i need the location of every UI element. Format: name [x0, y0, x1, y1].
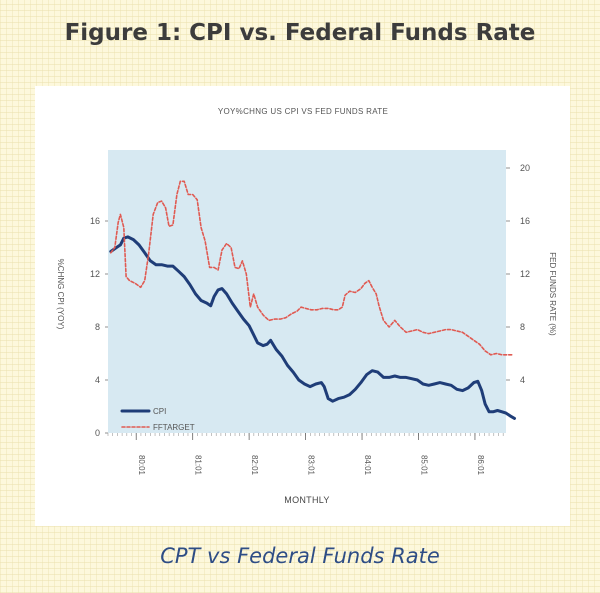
right-tick-label: 4: [520, 375, 525, 385]
plot-area: [108, 150, 506, 433]
x-tick-label: 80:01: [137, 455, 146, 476]
x-tick-label: 86:01: [476, 455, 485, 476]
right-tick-label: 16: [520, 216, 530, 226]
left-tick-label: 4: [95, 375, 100, 385]
left-tick-label: 0: [95, 428, 100, 438]
figure-title: Figure 1: CPI vs. Federal Funds Rate: [64, 20, 536, 46]
legend-label-fftarget: FFTARGET: [153, 423, 195, 432]
legend: CPI FFTARGET: [120, 407, 195, 432]
x-tick-label: 82:01: [250, 455, 259, 476]
left-tick-label: 8: [95, 322, 100, 332]
right-tick-label: 12: [520, 269, 530, 279]
right-tick-label: 20: [520, 163, 530, 173]
x-tick-label: 83:01: [307, 455, 316, 476]
series-line-cpi: [109, 235, 516, 420]
chart-title: YOY%CHNG US CPI VS FED FUNDS RATE: [218, 107, 388, 116]
left-tick-label: 16: [90, 216, 100, 226]
figure-caption: CPT vs Federal Funds Rate: [160, 544, 440, 568]
right-tick-label: 8: [520, 322, 525, 332]
axes-ticks: 0 4 8 12 16 4 8 12 16 20 80:01 81:01 82:01 83:01 84:01…: [90, 163, 530, 476]
left-tick-label: 12: [90, 269, 100, 279]
line-chart: YOY%CHNG US CPI VS FED FUNDS RATE 0 4 8 12 1…: [56, 107, 557, 505]
series-lines: [109, 180, 516, 420]
x-tick-label: 84:01: [363, 455, 372, 476]
x-axis-label: MONTHLY: [284, 495, 329, 505]
y-axis-label-right: FED FUNDS RATE (%): [548, 252, 557, 336]
series-line-fftarget: [110, 180, 515, 356]
x-tick-label: 81:01: [194, 455, 203, 476]
x-tick-label: 85:01: [419, 455, 428, 476]
chart-card: YOY%CHNG US CPI VS FED FUNDS RATE 0 4 8 12 1…: [35, 86, 570, 526]
y-axis-label-left: %CHNG CPI (YOY): [56, 259, 65, 330]
legend-label-cpi: CPI: [153, 407, 166, 416]
